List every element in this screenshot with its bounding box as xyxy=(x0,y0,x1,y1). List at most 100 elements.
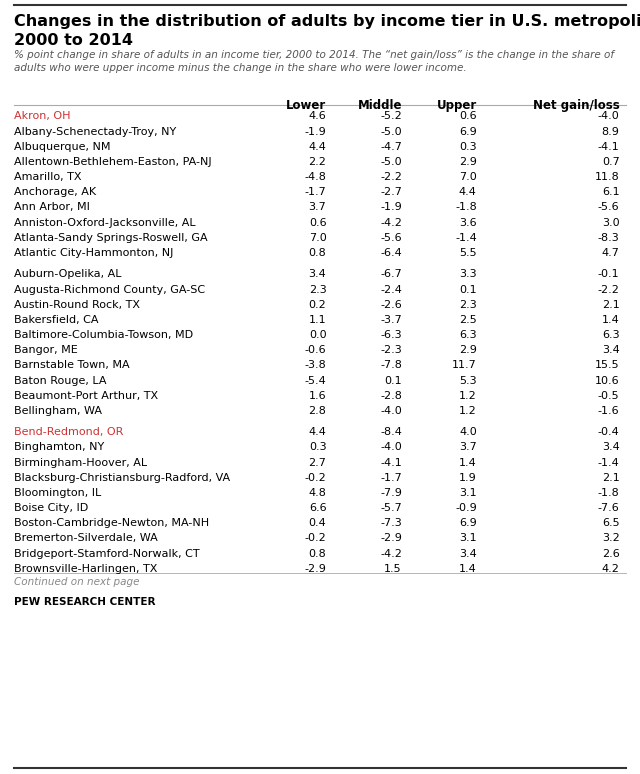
Text: -2.8: -2.8 xyxy=(380,391,402,401)
Text: 3.1: 3.1 xyxy=(459,488,477,498)
Text: 10.6: 10.6 xyxy=(595,375,620,385)
Text: 0.2: 0.2 xyxy=(308,300,326,310)
Text: Albuquerque, NM: Albuquerque, NM xyxy=(14,142,111,152)
Text: 3.4: 3.4 xyxy=(308,269,326,279)
Text: 1.4: 1.4 xyxy=(459,457,477,467)
Text: -4.2: -4.2 xyxy=(380,549,402,559)
Text: -6.3: -6.3 xyxy=(380,330,402,340)
Text: Anchorage, AK: Anchorage, AK xyxy=(14,187,96,197)
Text: 0.3: 0.3 xyxy=(459,142,477,152)
Text: -0.2: -0.2 xyxy=(305,473,326,483)
Text: -8.3: -8.3 xyxy=(598,233,620,243)
Text: -8.4: -8.4 xyxy=(380,427,402,437)
Text: -5.4: -5.4 xyxy=(305,375,326,385)
Text: -0.2: -0.2 xyxy=(305,533,326,543)
Text: Amarillo, TX: Amarillo, TX xyxy=(14,172,81,182)
Text: 6.5: 6.5 xyxy=(602,519,620,529)
Text: 7.0: 7.0 xyxy=(459,172,477,182)
Text: 4.2: 4.2 xyxy=(602,563,620,574)
Text: Bremerton-Silverdale, WA: Bremerton-Silverdale, WA xyxy=(14,533,158,543)
Text: Birmingham-Hoover, AL: Birmingham-Hoover, AL xyxy=(14,457,147,467)
Text: Barnstable Town, MA: Barnstable Town, MA xyxy=(14,361,130,371)
Text: 4.0: 4.0 xyxy=(459,427,477,437)
Text: 0.7: 0.7 xyxy=(602,157,620,167)
Text: -4.1: -4.1 xyxy=(380,457,402,467)
Text: 11.8: 11.8 xyxy=(595,172,620,182)
Text: -4.8: -4.8 xyxy=(305,172,326,182)
Text: Bloomington, IL: Bloomington, IL xyxy=(14,488,101,498)
Text: -4.1: -4.1 xyxy=(598,142,620,152)
Text: 8.9: 8.9 xyxy=(602,127,620,137)
Text: -1.7: -1.7 xyxy=(305,187,326,197)
Text: -1.4: -1.4 xyxy=(598,457,620,467)
Text: Baltimore-Columbia-Towson, MD: Baltimore-Columbia-Towson, MD xyxy=(14,330,193,340)
Text: 3.7: 3.7 xyxy=(459,443,477,453)
Text: PEW RESEARCH CENTER: PEW RESEARCH CENTER xyxy=(14,597,156,607)
Text: Middle: Middle xyxy=(357,99,402,112)
Text: -2.9: -2.9 xyxy=(380,533,402,543)
Text: Albany-Schenectady-Troy, NY: Albany-Schenectady-Troy, NY xyxy=(14,127,177,137)
Text: Lower: Lower xyxy=(286,99,326,112)
Text: 15.5: 15.5 xyxy=(595,361,620,371)
Text: Baton Rouge, LA: Baton Rouge, LA xyxy=(14,375,107,385)
Text: Continued on next page: Continued on next page xyxy=(14,577,140,587)
Text: Changes in the distribution of adults by income tier in U.S. metropolitan areas,: Changes in the distribution of adults by… xyxy=(14,14,640,48)
Text: -1.6: -1.6 xyxy=(598,406,620,416)
Text: -4.2: -4.2 xyxy=(380,217,402,228)
Text: -2.4: -2.4 xyxy=(380,285,402,295)
Text: 0.3: 0.3 xyxy=(308,443,326,453)
Text: Bakersfield, CA: Bakersfield, CA xyxy=(14,315,99,325)
Text: 2.1: 2.1 xyxy=(602,473,620,483)
Text: Bangor, ME: Bangor, ME xyxy=(14,345,78,355)
Text: 1.4: 1.4 xyxy=(602,315,620,325)
Text: -4.7: -4.7 xyxy=(380,142,402,152)
Text: -5.0: -5.0 xyxy=(380,127,402,137)
Text: 1.9: 1.9 xyxy=(459,473,477,483)
Text: -6.4: -6.4 xyxy=(380,248,402,258)
Text: 3.7: 3.7 xyxy=(308,203,326,213)
Text: -1.9: -1.9 xyxy=(305,127,326,137)
Text: 5.5: 5.5 xyxy=(459,248,477,258)
Text: -7.8: -7.8 xyxy=(380,361,402,371)
Text: 4.8: 4.8 xyxy=(308,488,326,498)
Text: 0.6: 0.6 xyxy=(308,217,326,228)
Text: 4.7: 4.7 xyxy=(602,248,620,258)
Text: 0.6: 0.6 xyxy=(459,111,477,122)
Text: 2.6: 2.6 xyxy=(602,549,620,559)
Text: 4.6: 4.6 xyxy=(308,111,326,122)
Text: -4.0: -4.0 xyxy=(380,443,402,453)
Text: -1.8: -1.8 xyxy=(455,203,477,213)
Text: Net gain/loss: Net gain/loss xyxy=(532,99,620,112)
Text: 0.4: 0.4 xyxy=(308,519,326,529)
Text: % point change in share of adults in an income tier, 2000 to 2014. The “net gain: % point change in share of adults in an … xyxy=(14,50,614,73)
Text: 6.1: 6.1 xyxy=(602,187,620,197)
Text: -6.7: -6.7 xyxy=(380,269,402,279)
Text: 4.4: 4.4 xyxy=(308,427,326,437)
Text: -5.6: -5.6 xyxy=(598,203,620,213)
Text: 3.4: 3.4 xyxy=(459,549,477,559)
Text: 3.3: 3.3 xyxy=(459,269,477,279)
Text: 2.9: 2.9 xyxy=(459,345,477,355)
Text: 2.9: 2.9 xyxy=(459,157,477,167)
Text: 6.9: 6.9 xyxy=(459,519,477,529)
Text: 7.0: 7.0 xyxy=(308,233,326,243)
Text: Beaumont-Port Arthur, TX: Beaumont-Port Arthur, TX xyxy=(14,391,158,401)
Text: 4.4: 4.4 xyxy=(459,187,477,197)
Text: 0.8: 0.8 xyxy=(308,248,326,258)
Text: 1.5: 1.5 xyxy=(384,563,402,574)
Text: 3.4: 3.4 xyxy=(602,345,620,355)
Text: Atlanta-Sandy Springs-Roswell, GA: Atlanta-Sandy Springs-Roswell, GA xyxy=(14,233,208,243)
Text: -2.2: -2.2 xyxy=(380,172,402,182)
Text: 6.6: 6.6 xyxy=(308,503,326,513)
Text: -2.7: -2.7 xyxy=(380,187,402,197)
Text: Auburn-Opelika, AL: Auburn-Opelika, AL xyxy=(14,269,122,279)
Text: -0.4: -0.4 xyxy=(598,427,620,437)
Text: 2.2: 2.2 xyxy=(308,157,326,167)
Text: -5.2: -5.2 xyxy=(380,111,402,122)
Text: 2.8: 2.8 xyxy=(308,406,326,416)
Text: -1.8: -1.8 xyxy=(598,488,620,498)
Text: Upper: Upper xyxy=(436,99,477,112)
Text: 11.7: 11.7 xyxy=(452,361,477,371)
Text: 2.3: 2.3 xyxy=(459,300,477,310)
Text: -5.7: -5.7 xyxy=(380,503,402,513)
